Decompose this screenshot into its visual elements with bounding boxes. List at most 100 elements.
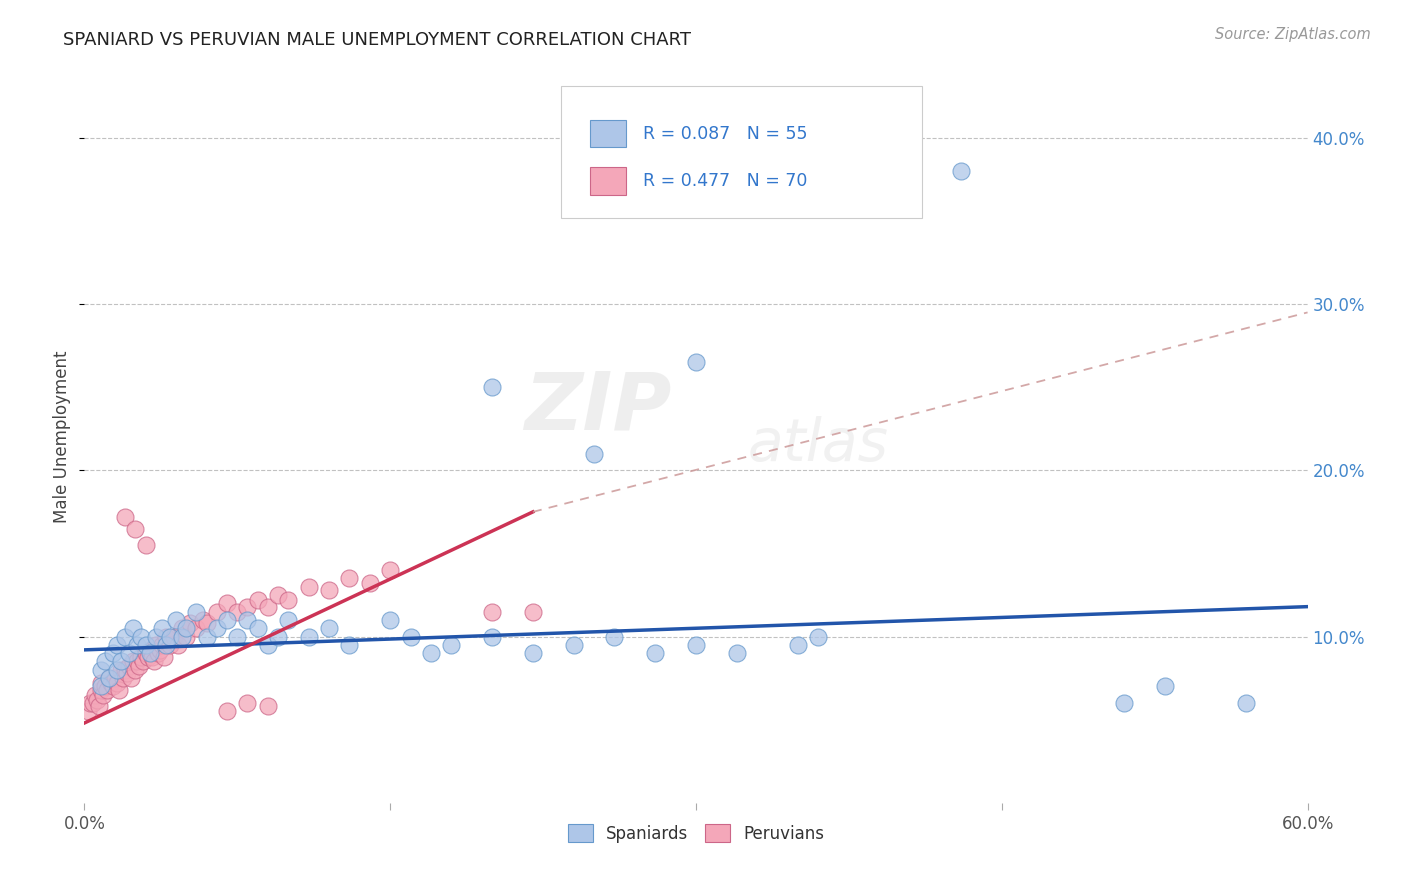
Point <box>257 638 280 652</box>
Point <box>172 630 194 644</box>
Point <box>90 676 112 690</box>
Point <box>100 676 122 690</box>
Point <box>101 646 124 660</box>
Point <box>141 649 163 664</box>
FancyBboxPatch shape <box>561 86 922 218</box>
Point <box>105 676 128 690</box>
Point <box>146 646 169 660</box>
Point <box>562 638 585 652</box>
Point <box>145 638 167 652</box>
Point <box>522 646 544 660</box>
Point <box>725 646 748 660</box>
FancyBboxPatch shape <box>589 120 626 147</box>
Point <box>153 649 176 664</box>
Point <box>522 605 544 619</box>
Y-axis label: Male Unemployment: Male Unemployment <box>53 351 72 524</box>
Point <box>236 599 259 614</box>
Point <box>298 630 321 644</box>
Point <box>217 705 239 719</box>
Point <box>318 582 340 597</box>
Point <box>150 621 173 635</box>
Point <box>481 380 503 394</box>
Point <box>685 355 707 369</box>
Point <box>115 666 138 681</box>
Point <box>120 671 142 685</box>
Point <box>380 613 402 627</box>
Point <box>127 638 149 652</box>
Point <box>135 538 157 552</box>
Point <box>138 646 160 660</box>
Point <box>149 643 172 657</box>
Text: R = 0.477   N = 70: R = 0.477 N = 70 <box>644 172 807 190</box>
Point <box>131 649 153 664</box>
Point <box>112 671 135 685</box>
Point <box>226 605 249 619</box>
Text: atlas: atlas <box>748 416 889 473</box>
Point <box>179 616 201 631</box>
Point <box>339 638 361 652</box>
Point <box>105 638 128 652</box>
Point <box>122 655 145 669</box>
Text: ZIP: ZIP <box>524 368 672 447</box>
Point <box>257 599 280 614</box>
Point <box>155 630 177 644</box>
Point <box>96 682 118 697</box>
Point <box>104 671 127 685</box>
Point <box>267 630 290 644</box>
Legend: Spaniards, Peruvians: Spaniards, Peruvians <box>561 818 831 849</box>
Point <box>174 630 197 644</box>
Point <box>105 663 128 677</box>
Point <box>481 605 503 619</box>
Point <box>138 643 160 657</box>
Point <box>186 605 208 619</box>
Point <box>644 646 666 660</box>
Point <box>135 638 157 652</box>
Point <box>1114 696 1136 710</box>
Point <box>101 680 124 694</box>
Point <box>79 696 101 710</box>
Point <box>136 649 159 664</box>
Point <box>603 630 626 644</box>
Point <box>420 646 443 660</box>
Point <box>380 563 402 577</box>
Point <box>122 621 145 635</box>
Point <box>217 596 239 610</box>
Point <box>132 655 155 669</box>
Point <box>257 699 280 714</box>
Point <box>339 571 361 585</box>
Point <box>165 613 187 627</box>
Point <box>87 699 110 714</box>
Point <box>226 630 249 644</box>
Point <box>108 682 131 697</box>
Point <box>163 630 186 644</box>
Point <box>236 613 259 627</box>
Point <box>277 613 299 627</box>
Point <box>93 680 115 694</box>
Point <box>82 696 104 710</box>
Point <box>110 663 132 677</box>
Point <box>97 671 120 685</box>
Point <box>399 630 422 644</box>
Point <box>205 621 228 635</box>
Point <box>195 616 218 631</box>
Point <box>172 621 194 635</box>
Point <box>318 621 340 635</box>
Point <box>135 646 157 660</box>
Point <box>86 692 108 706</box>
Point <box>131 630 153 644</box>
Point <box>155 638 177 652</box>
Point <box>114 663 136 677</box>
Point <box>110 655 132 669</box>
Text: SPANIARD VS PERUVIAN MALE UNEMPLOYMENT CORRELATION CHART: SPANIARD VS PERUVIAN MALE UNEMPLOYMENT C… <box>63 31 692 49</box>
Point <box>124 663 146 677</box>
Point <box>267 588 290 602</box>
Point <box>114 509 136 524</box>
Point <box>481 630 503 644</box>
Point <box>186 621 208 635</box>
Point <box>1236 696 1258 710</box>
Point <box>440 638 463 652</box>
Point <box>142 655 165 669</box>
Point <box>118 646 141 660</box>
Point <box>83 688 105 702</box>
Point <box>128 659 150 673</box>
